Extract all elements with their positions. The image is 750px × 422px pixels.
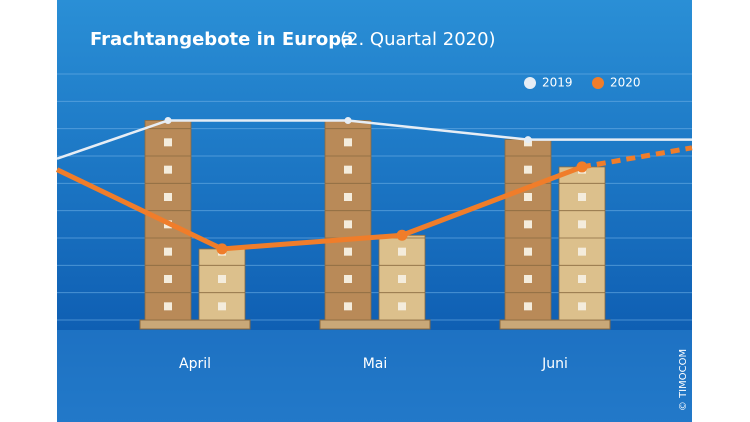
pallet (319, 319, 431, 330)
box-label (524, 220, 532, 229)
bar (558, 166, 606, 321)
legend-marker (592, 77, 604, 89)
x-tick-label: April (179, 356, 211, 372)
legend-label: 2020 (610, 76, 641, 90)
box-label (398, 275, 406, 283)
series-line (55, 164, 583, 252)
x-tick-label: Mai (363, 356, 388, 372)
point (396, 229, 408, 241)
point (344, 116, 352, 124)
series-line-extension (581, 145, 693, 170)
box-label (344, 138, 352, 147)
series-line (56, 119, 529, 160)
box-label (164, 302, 172, 311)
box-label (344, 247, 352, 256)
floor (57, 330, 692, 422)
box-label (344, 302, 352, 311)
point (216, 243, 228, 255)
x-tick-label: Juni (541, 356, 568, 372)
box-label (344, 165, 352, 174)
point (576, 161, 588, 173)
box-label (164, 247, 172, 256)
bars (139, 120, 611, 330)
box-label (344, 275, 352, 283)
legend-label: 2019 (542, 76, 573, 90)
lines (55, 116, 693, 255)
box-label (164, 138, 172, 147)
box-label (524, 275, 532, 283)
legend-marker (524, 77, 536, 89)
box-label (344, 193, 352, 201)
box-label (578, 247, 586, 256)
box-label (524, 302, 532, 311)
box-label (218, 302, 226, 311)
box-label (578, 302, 586, 311)
box-label (524, 165, 532, 174)
box-label (164, 193, 172, 201)
pallet (139, 319, 251, 330)
box-label (578, 275, 586, 283)
box-label (398, 247, 406, 256)
chart-title: Frachtangebote in Europa (90, 29, 353, 50)
box-label (524, 193, 532, 201)
credit: © TIMOCOM (678, 349, 689, 411)
box-label (578, 220, 586, 229)
point (524, 136, 532, 144)
point (164, 116, 172, 124)
box-label (578, 193, 586, 201)
box-label (398, 302, 406, 311)
pallet (499, 319, 611, 330)
box-label (344, 220, 352, 229)
box-label (164, 165, 172, 174)
box-label (164, 275, 172, 283)
box-label (218, 275, 226, 283)
bar (324, 120, 372, 321)
chart-subtitle: (2. Quartal 2020) (340, 29, 496, 50)
box-label (524, 247, 532, 256)
